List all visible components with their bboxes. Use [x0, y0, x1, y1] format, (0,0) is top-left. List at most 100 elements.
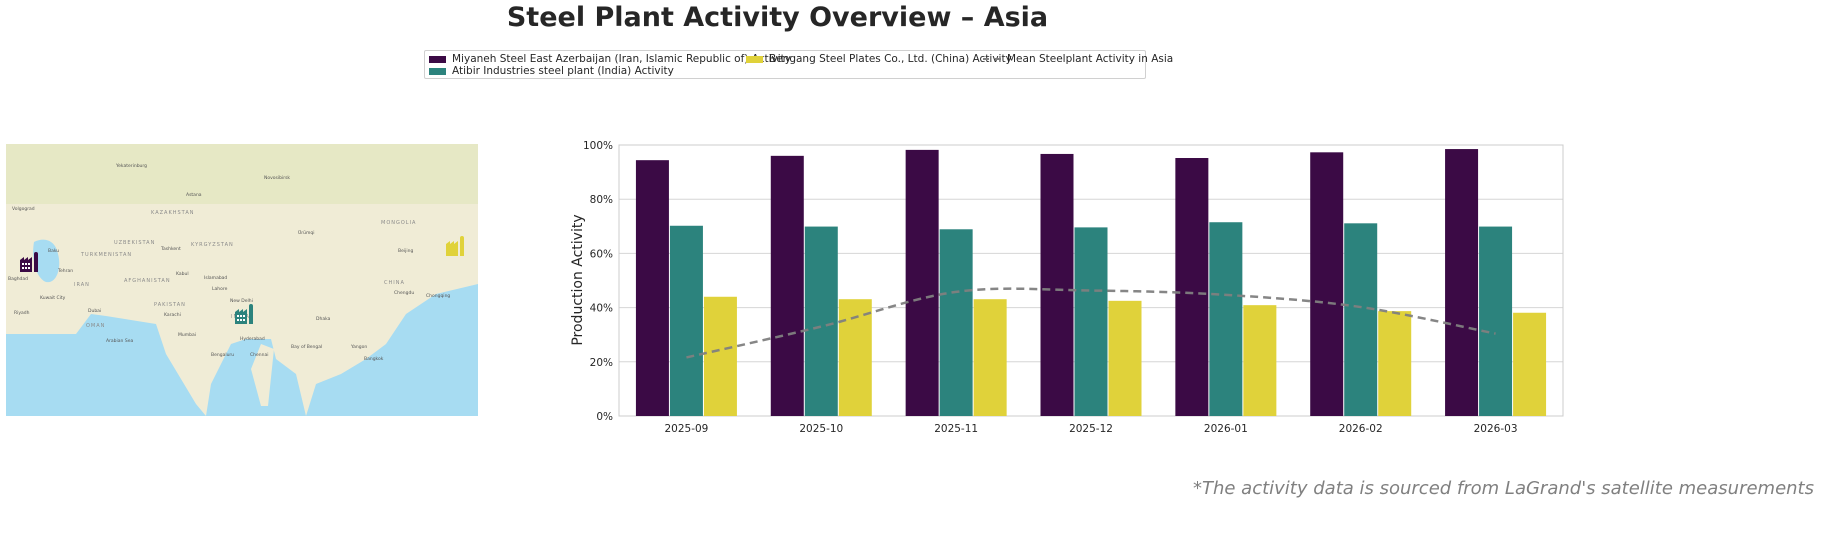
bar-2026-02-series-2 — [1378, 311, 1412, 416]
data-source-footnote: *The activity data is sourced from LaGra… — [1192, 478, 1814, 499]
bar-2026-01-series-1 — [1209, 222, 1243, 416]
bar-2026-01-series-0 — [1175, 158, 1209, 416]
map-canvas: Yekaterinburg Novosibirsk Astana KAZAKHS… — [6, 144, 478, 416]
y-tick-label: 80% — [590, 194, 613, 206]
map-label: Lahore — [212, 286, 228, 292]
y-tick-labels: 0% 20% 40% 60% 80% 100% — [583, 140, 613, 423]
marker-atibir-factory-icon — [235, 304, 253, 324]
bar-2025-12-series-2 — [1108, 300, 1142, 416]
map-label: Tehran — [57, 268, 73, 274]
bar-2026-03-series-1 — [1479, 226, 1513, 416]
bar-2025-10-series-0 — [770, 155, 804, 416]
map-label: Hyderabad — [240, 336, 265, 342]
legend-label: Mean Steelplant Activity in Asia — [1007, 53, 1174, 65]
map-arabian-sea — [6, 314, 206, 416]
bar-2025-09-series-2 — [703, 296, 737, 416]
map-label: Yangon — [350, 344, 367, 350]
bar-2025-09-series-0 — [635, 160, 669, 416]
map-label: Riyadh — [14, 310, 30, 316]
bar-2025-11-series-1 — [939, 229, 973, 416]
legend-item-miyaneh: Miyaneh Steel East Azerbaijan (Iran, Isl… — [429, 53, 791, 65]
x-tick-label: 2026-01 — [1204, 423, 1248, 435]
map-label: Chengdu — [394, 290, 414, 296]
legend-swatch — [746, 55, 763, 63]
figure-title: Steel Plant Activity Overview – Asia — [506, 2, 1049, 33]
map-label: TURKMENISTAN — [80, 252, 132, 258]
legend-label: Miyaneh Steel East Azerbaijan (Iran, Isl… — [452, 53, 791, 65]
x-tick-labels: 2025-09 2025-10 2025-11 2025-12 2026-01 2026-… — [664, 423, 1517, 435]
y-tick-label: 40% — [590, 303, 613, 315]
map-label: IRAN — [74, 282, 90, 288]
map-caspian-sea — [33, 239, 60, 283]
map-label: Tashkent — [160, 246, 181, 252]
map-labels: Yekaterinburg Novosibirsk Astana KAZAKHS… — [8, 163, 450, 362]
x-tick-label: 2025-10 — [799, 423, 843, 435]
map-northern-forest — [6, 144, 478, 204]
bar-2026-02-series-0 — [1310, 152, 1344, 416]
map-label: Yekaterinburg — [115, 163, 147, 169]
legend-item-bengang: Bengang Steel Plates Co., Ltd. (China) A… — [746, 53, 1012, 65]
map-label: Bengaluru — [211, 352, 234, 358]
legend-item-atibir: Atibir Industries steel plant (India) Ac… — [429, 65, 674, 77]
bar-2025-12-series-0 — [1040, 153, 1074, 416]
map-pacific — [306, 284, 478, 416]
map-label: Ürümqi — [298, 229, 315, 236]
bar-2025-11-series-0 — [905, 149, 939, 417]
map-label: Chongqing — [426, 293, 450, 299]
map-label: AFGHANISTAN — [124, 278, 171, 284]
y-axis-label: Production Activity — [570, 214, 586, 345]
bar-2025-10-series-1 — [804, 226, 838, 416]
map-label: OMAN — [86, 323, 105, 329]
map-label: Kuwait City — [40, 295, 66, 301]
x-tick-label: 2026-03 — [1474, 423, 1518, 435]
map-label: PAKISTAN — [154, 302, 186, 308]
map-label: Kabul — [176, 271, 189, 277]
y-tick-label: 20% — [590, 357, 613, 369]
x-tick-label: 2025-09 — [664, 423, 708, 435]
bar-2026-01-series-2 — [1243, 305, 1277, 416]
map-label: Arabian Sea — [106, 338, 133, 344]
map-label: KYRGYZSTAN — [191, 242, 234, 248]
map-label: Dubai — [88, 308, 101, 314]
y-tick-label: 60% — [590, 248, 613, 260]
y-tick-label: 100% — [583, 140, 613, 152]
map-label: Bay of Bengal — [291, 344, 322, 350]
bar-2025-11-series-2 — [973, 299, 1007, 416]
map-label: Novosibirsk — [264, 175, 290, 181]
map-label: Astana — [186, 192, 202, 198]
map-label: Baku — [48, 248, 59, 254]
map-label: UZBEKISTAN — [114, 240, 155, 246]
x-tick-label: 2026-02 — [1339, 423, 1383, 435]
bar-2026-03-series-2 — [1513, 312, 1547, 416]
map-label: Dhaka — [316, 316, 331, 322]
map-label: KAZAKHSTAN — [151, 210, 195, 216]
legend-dash-swatch — [983, 58, 1001, 60]
legend-swatch — [429, 55, 446, 63]
bar-2026-03-series-0 — [1445, 149, 1479, 416]
x-tick-label: 2025-12 — [1069, 423, 1113, 435]
x-tick-label: 2025-11 — [934, 423, 978, 435]
map-india-tip — [251, 344, 274, 406]
marker-bengang-factory-icon — [446, 236, 464, 256]
map-label: New Delhi — [230, 298, 253, 304]
map-label: CHINA — [384, 280, 405, 286]
bar-2025-12-series-1 — [1074, 227, 1108, 416]
legend-item-mean: Mean Steelplant Activity in Asia — [983, 53, 1173, 65]
legend-label: Atibir Industries steel plant (India) Ac… — [452, 65, 674, 77]
bar-2025-10-series-2 — [838, 299, 872, 416]
chart-legend: Miyaneh Steel East Azerbaijan (Iran, Isl… — [424, 50, 1173, 79]
map-label: Beijing — [398, 248, 413, 254]
map-label: Volgograd — [12, 206, 35, 212]
bar-2025-09-series-1 — [669, 225, 703, 416]
map-label: Karachi — [164, 312, 181, 318]
map-label: Baghdad — [8, 276, 28, 282]
bars — [635, 149, 1547, 417]
mean-activity-line — [686, 287, 1496, 359]
map-label: MONGOLIA — [381, 220, 416, 226]
map-label: Islamabad — [204, 275, 227, 281]
map-label: Mumbai — [178, 332, 196, 338]
bar-2026-02-series-1 — [1344, 223, 1378, 416]
asia-map: Yekaterinburg Novosibirsk Astana KAZAKHS… — [6, 144, 478, 416]
marker-miyaneh-factory-icon — [20, 252, 38, 272]
legend-label: Bengang Steel Plates Co., Ltd. (China) A… — [769, 53, 1012, 65]
